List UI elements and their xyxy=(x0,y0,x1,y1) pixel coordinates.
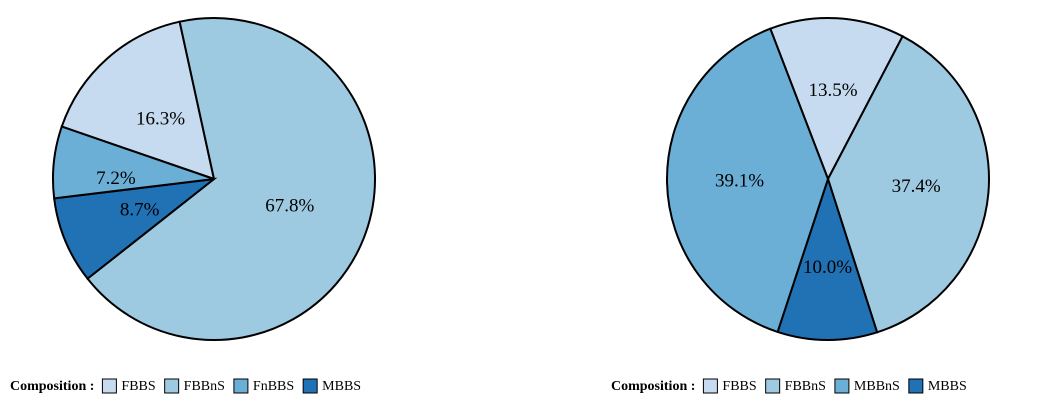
legend-label-mbbs: MBBS xyxy=(322,379,361,394)
pie-slice-mbbns xyxy=(666,27,830,334)
legend-swatch-fbbs xyxy=(101,378,117,394)
legend-label-mbbns: MBBnS xyxy=(854,379,900,394)
pie-slice-mbbs xyxy=(776,175,879,341)
pie-chart-right: 13.5% 37.4% 10.0% 39.1% Composition : FBBS FBB… xyxy=(611,17,990,394)
slice-label-fbbs: 16.3% xyxy=(136,108,185,129)
pie-slice-mbbs xyxy=(53,177,218,281)
legend-swatch-mbbs xyxy=(908,378,924,394)
pie-slice-fnbbs xyxy=(52,125,215,200)
slice-label-mbbs: 8.7% xyxy=(120,199,160,220)
legend-swatch-mbbs xyxy=(302,378,318,394)
legend-swatch-mbbns xyxy=(834,378,850,394)
pie-slice-fbbns xyxy=(86,17,376,341)
legend-label-fbbs: FBBS xyxy=(722,379,756,394)
slice-label-mbbns: 39.1% xyxy=(715,171,764,192)
legend-swatch-fnbbs xyxy=(233,378,249,394)
legend-swatch-fbbns xyxy=(765,378,781,394)
pie-slice-fbbs xyxy=(769,17,904,182)
legend-label-fbbns: FBBnS xyxy=(184,379,225,394)
slice-label-fnbbs: 7.2% xyxy=(96,168,136,189)
pie-chart-left: 16.3% 67.8% 8.7% 7.2% Composition : FBBS FBBnS… xyxy=(10,17,376,394)
pie-slice-fbbns xyxy=(826,34,990,334)
legend: Composition : FBBS FBBnS MBBnS MBBS xyxy=(611,378,967,394)
legend: Composition : FBBS FBBnS FnBBS MBBS xyxy=(10,378,361,394)
legend-label-fbbns: FBBnS xyxy=(785,379,826,394)
slice-label-mbbs: 10.0% xyxy=(803,257,852,278)
legend-title: Composition : xyxy=(10,379,94,394)
slice-label-fbbs: 13.5% xyxy=(809,80,858,101)
legend-label-mbbs: MBBS xyxy=(928,379,967,394)
legend-label-fnbbs: FnBBS xyxy=(253,379,294,394)
legend-title: Composition : xyxy=(611,379,695,394)
legend-swatch-fbbs xyxy=(702,378,718,394)
slice-label-fbbns: 67.8% xyxy=(265,196,314,217)
legend-swatch-fbbns xyxy=(164,378,180,394)
slice-label-fbbns: 37.4% xyxy=(892,176,941,197)
legend-label-fbbs: FBBS xyxy=(121,379,155,394)
